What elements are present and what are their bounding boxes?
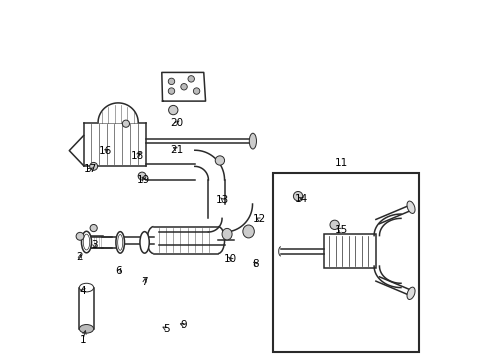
Ellipse shape: [138, 172, 146, 180]
Text: 16: 16: [98, 146, 112, 156]
Ellipse shape: [116, 231, 124, 253]
Ellipse shape: [168, 78, 175, 85]
Ellipse shape: [79, 324, 94, 333]
Ellipse shape: [169, 105, 178, 115]
Ellipse shape: [222, 228, 232, 240]
Ellipse shape: [79, 283, 94, 292]
Ellipse shape: [168, 88, 175, 94]
Ellipse shape: [90, 162, 98, 170]
Polygon shape: [69, 135, 84, 166]
Text: 11: 11: [335, 158, 348, 168]
Text: 20: 20: [171, 118, 183, 128]
Text: 12: 12: [253, 215, 266, 224]
Ellipse shape: [188, 76, 195, 82]
Text: 8: 8: [252, 259, 259, 269]
Text: 5: 5: [163, 324, 170, 334]
Text: 14: 14: [295, 194, 308, 204]
Ellipse shape: [76, 232, 84, 240]
Ellipse shape: [122, 120, 129, 127]
Ellipse shape: [407, 287, 415, 300]
Bar: [79, 288, 94, 329]
Text: 18: 18: [131, 150, 144, 161]
Polygon shape: [153, 226, 218, 253]
Text: 4: 4: [79, 286, 86, 296]
Ellipse shape: [90, 225, 97, 231]
Text: 21: 21: [170, 144, 183, 154]
Ellipse shape: [181, 84, 187, 90]
Polygon shape: [84, 123, 147, 166]
Ellipse shape: [140, 231, 149, 253]
Text: 10: 10: [224, 254, 237, 264]
Ellipse shape: [407, 201, 415, 213]
Bar: [324, 234, 376, 268]
Text: 6: 6: [116, 266, 122, 276]
Ellipse shape: [194, 88, 200, 94]
Text: 7: 7: [141, 277, 148, 287]
Polygon shape: [98, 103, 138, 123]
Text: 13: 13: [216, 195, 229, 205]
Ellipse shape: [215, 156, 224, 165]
Text: 17: 17: [83, 164, 97, 174]
Ellipse shape: [294, 192, 303, 201]
Text: 2: 2: [77, 252, 83, 262]
Polygon shape: [162, 72, 205, 101]
Text: 9: 9: [181, 320, 187, 330]
Text: 3: 3: [91, 239, 98, 249]
Ellipse shape: [330, 220, 339, 229]
Text: 1: 1: [79, 334, 86, 345]
Ellipse shape: [81, 231, 92, 253]
Ellipse shape: [243, 225, 254, 238]
Text: 19: 19: [137, 175, 150, 185]
Ellipse shape: [249, 133, 256, 149]
Text: 15: 15: [335, 225, 348, 235]
Bar: [273, 173, 419, 352]
